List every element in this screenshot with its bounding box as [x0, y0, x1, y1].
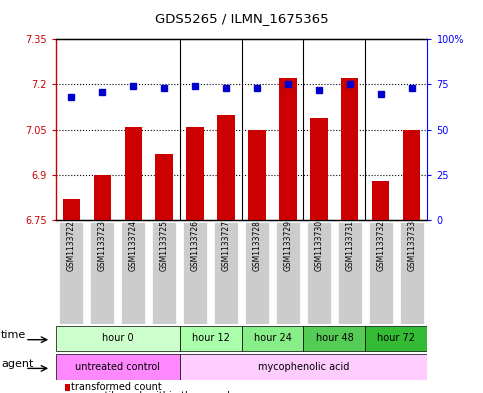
Text: GDS5265 / ILMN_1675365: GDS5265 / ILMN_1675365 [155, 12, 328, 25]
Text: GSM1133726: GSM1133726 [190, 220, 199, 271]
FancyBboxPatch shape [56, 325, 180, 351]
Bar [248, 130, 266, 220]
FancyBboxPatch shape [338, 222, 362, 324]
Text: GSM1133732: GSM1133732 [376, 220, 385, 271]
Text: GSM1133730: GSM1133730 [314, 220, 324, 271]
FancyBboxPatch shape [90, 222, 114, 324]
Text: GSM1133725: GSM1133725 [159, 220, 169, 271]
Text: GSM1133733: GSM1133733 [408, 220, 416, 271]
Bar [372, 181, 389, 220]
Text: hour 48: hour 48 [315, 333, 354, 343]
Bar [156, 154, 172, 220]
Text: time: time [1, 330, 27, 340]
Text: GSM1133728: GSM1133728 [253, 220, 261, 271]
Text: hour 0: hour 0 [102, 333, 133, 343]
FancyBboxPatch shape [183, 222, 207, 324]
Bar [280, 79, 297, 220]
Text: transformed count: transformed count [71, 382, 162, 392]
Bar [186, 127, 203, 220]
Bar [94, 175, 111, 220]
FancyBboxPatch shape [242, 325, 303, 351]
Bar [311, 118, 327, 220]
FancyBboxPatch shape [303, 325, 366, 351]
FancyBboxPatch shape [213, 222, 239, 324]
Text: untreated control: untreated control [75, 362, 160, 372]
FancyBboxPatch shape [244, 222, 270, 324]
Text: hour 12: hour 12 [192, 333, 229, 343]
Text: hour 24: hour 24 [254, 333, 291, 343]
Bar [217, 115, 235, 220]
FancyBboxPatch shape [56, 354, 180, 380]
FancyBboxPatch shape [121, 222, 145, 324]
Text: GSM1133723: GSM1133723 [98, 220, 107, 271]
Bar [341, 79, 358, 220]
Text: mycophenolic acid: mycophenolic acid [258, 362, 349, 372]
FancyBboxPatch shape [369, 222, 393, 324]
Text: GSM1133729: GSM1133729 [284, 220, 293, 271]
Text: GSM1133722: GSM1133722 [67, 220, 75, 271]
Text: agent: agent [1, 359, 33, 369]
FancyBboxPatch shape [276, 222, 300, 324]
FancyBboxPatch shape [180, 354, 427, 380]
Text: GSM1133724: GSM1133724 [128, 220, 138, 271]
Bar [62, 199, 80, 220]
FancyBboxPatch shape [152, 222, 176, 324]
FancyBboxPatch shape [366, 325, 427, 351]
FancyBboxPatch shape [307, 222, 331, 324]
FancyBboxPatch shape [58, 222, 84, 324]
FancyBboxPatch shape [180, 325, 242, 351]
Text: GSM1133727: GSM1133727 [222, 220, 230, 271]
Text: GSM1133731: GSM1133731 [345, 220, 355, 271]
Bar [125, 127, 142, 220]
FancyBboxPatch shape [399, 222, 425, 324]
Text: hour 72: hour 72 [377, 333, 415, 343]
Bar [403, 130, 421, 220]
Text: percentile rank within the sample: percentile rank within the sample [71, 391, 236, 393]
